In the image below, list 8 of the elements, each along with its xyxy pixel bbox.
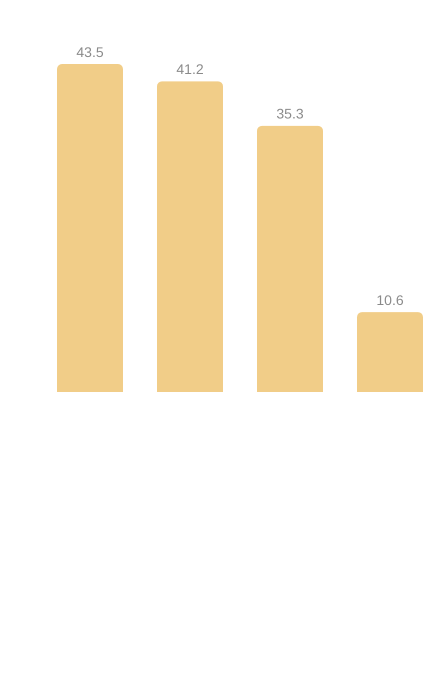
bar (157, 81, 223, 392)
bar (257, 126, 323, 392)
data-label: 43.5 (76, 44, 104, 60)
data-label: 35.3 (276, 106, 304, 122)
data-label: 10.6 (376, 292, 404, 308)
data-label: 41.2 (176, 61, 204, 78)
bar (357, 312, 423, 392)
bar (57, 64, 123, 392)
